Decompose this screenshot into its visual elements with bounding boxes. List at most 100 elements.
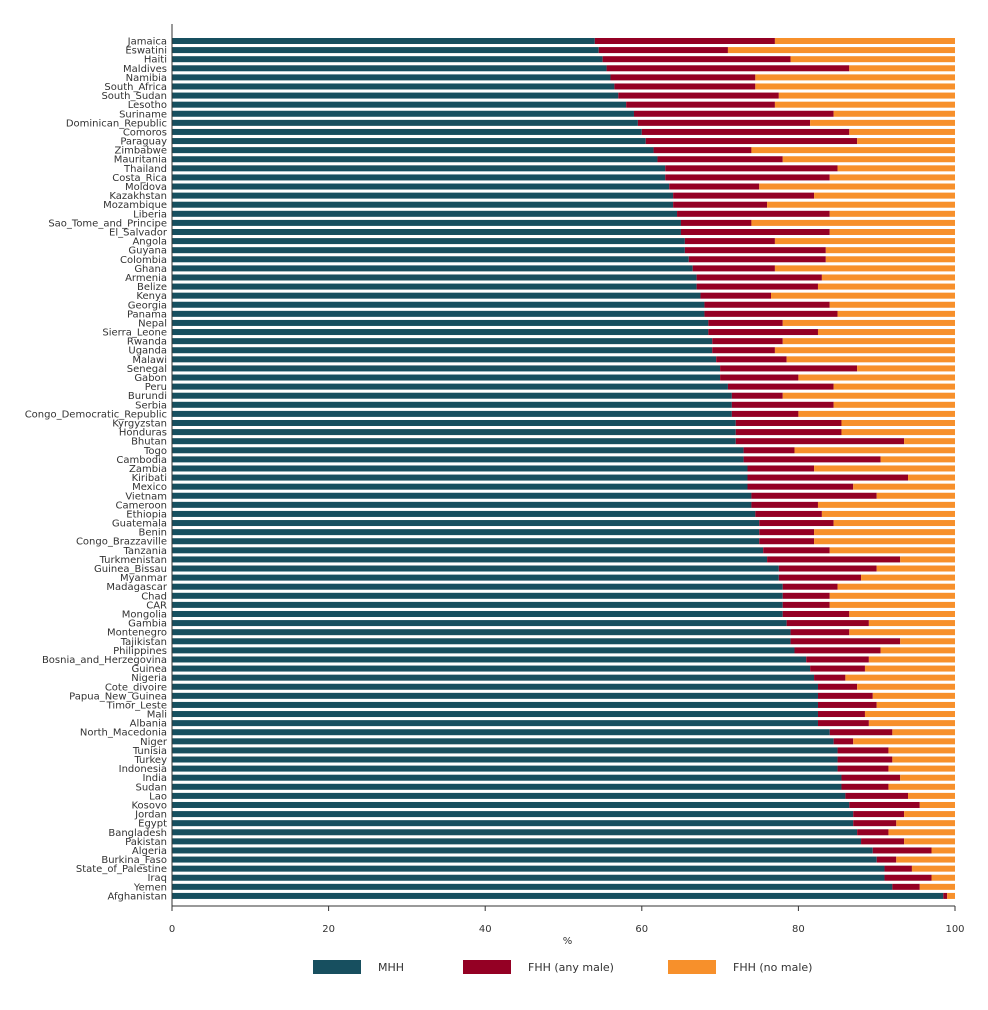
bar-segment-fhh-no-male xyxy=(911,865,955,872)
bar-segment-mhh xyxy=(172,356,717,363)
bar-segment-fhh-no-male xyxy=(771,292,955,299)
category-label: Yemen xyxy=(133,882,167,893)
bar-segment-fhh-no-male xyxy=(833,383,955,390)
category-label: Honduras xyxy=(119,428,167,439)
bar-segment-fhh-no-male xyxy=(755,83,955,90)
category-label: Panama xyxy=(127,309,167,320)
bar-segment-mhh xyxy=(172,438,736,445)
category-label: Burundi xyxy=(128,391,167,402)
bar-segment-fhh-no-male xyxy=(908,474,955,481)
bar-segment-fhh-any-male xyxy=(817,683,858,690)
bar-segment-fhh-any-male xyxy=(704,301,830,308)
category-label: Lao xyxy=(149,791,167,802)
category-label: Bangladesh xyxy=(108,828,167,839)
bar-segment-fhh-any-male xyxy=(712,347,775,354)
bar-segment-fhh-no-male xyxy=(829,547,955,554)
bar-segment-fhh-any-male xyxy=(790,629,850,636)
bar-segment-fhh-any-male xyxy=(747,465,815,472)
bar-segment-fhh-no-male xyxy=(892,756,955,763)
bar-segment-fhh-any-male xyxy=(817,692,873,699)
bar-segment-mhh xyxy=(172,174,666,181)
bar-segment-fhh-any-male xyxy=(755,510,822,517)
category-label: Chad xyxy=(141,591,167,602)
bar-segment-mhh xyxy=(172,410,732,417)
bar-segment-fhh-no-male xyxy=(829,301,955,308)
bar-segment-fhh-no-male xyxy=(833,520,955,527)
bar-segment-mhh xyxy=(172,74,611,81)
bar-segment-mhh xyxy=(172,101,627,108)
category-label: Mauritania xyxy=(114,155,167,166)
x-tick-label: 80 xyxy=(792,924,805,935)
bar-segment-fhh-any-male xyxy=(778,565,877,572)
bar-segment-fhh-no-male xyxy=(919,801,955,808)
bar-segment-fhh-no-male xyxy=(810,119,955,126)
category-label: Mexico xyxy=(132,482,167,493)
category-label: Georgia xyxy=(128,300,167,311)
legend-item-mhh-label: MHH xyxy=(378,961,404,974)
category-label: Papua_New_Guinea xyxy=(69,691,167,702)
bar-segment-fhh-no-male xyxy=(751,219,955,226)
bar-segment-fhh-any-male xyxy=(817,711,865,718)
category-label: Dominican_Republic xyxy=(66,118,167,129)
category-label: CAR xyxy=(146,600,167,611)
bar-segment-fhh-no-male xyxy=(774,38,955,44)
bar-segment-fhh-no-male xyxy=(755,74,955,81)
legend-item-fhh-no-male-label: FHH (no male) xyxy=(733,961,812,974)
bar-segment-fhh-no-male xyxy=(821,510,955,517)
bar-segment-fhh-any-male xyxy=(853,820,897,827)
category-label: Peru xyxy=(145,382,167,393)
bar-segment-mhh xyxy=(172,692,818,699)
bar-segment-mhh xyxy=(172,529,760,536)
bar-segment-mhh xyxy=(172,329,709,336)
category-label: Guinea_Bissau xyxy=(94,564,167,575)
bar-segment-mhh xyxy=(172,792,846,799)
bar-segment-fhh-any-male xyxy=(731,392,783,399)
bar-segment-fhh-any-male xyxy=(720,374,799,381)
bar-segment-fhh-no-male xyxy=(814,538,955,545)
bar-segment-mhh xyxy=(172,774,842,781)
bar-segment-fhh-no-male xyxy=(759,183,955,190)
bar-segment-fhh-any-male xyxy=(747,474,909,481)
bar-segment-fhh-no-male xyxy=(798,374,955,381)
bar-segment-fhh-any-male xyxy=(872,847,932,854)
bar-segment-fhh-any-male xyxy=(751,501,818,508)
bar-segment-fhh-any-male xyxy=(782,601,830,608)
bar-segment-mhh xyxy=(172,301,705,308)
bar-segment-fhh-no-male xyxy=(786,356,955,363)
bar-segment-mhh xyxy=(172,629,791,636)
category-label: Costa_Rica xyxy=(112,173,167,184)
category-label: Togo xyxy=(143,446,167,457)
bar-segment-fhh-any-male xyxy=(677,210,830,217)
category-label: Gambia xyxy=(128,619,167,630)
bar-segment-fhh-any-male xyxy=(841,783,889,790)
bar-segment-mhh xyxy=(172,201,674,208)
bar-segment-fhh-any-male xyxy=(731,410,799,417)
category-label: El_Salvador xyxy=(109,228,168,239)
bar-segment-mhh xyxy=(172,319,709,326)
bar-segment-fhh-no-male xyxy=(868,656,955,663)
bar-segment-fhh-any-male xyxy=(606,65,850,72)
bar-segment-mhh xyxy=(172,383,728,390)
category-label: Jordan xyxy=(134,810,167,821)
bar-segment-fhh-no-male xyxy=(814,529,955,536)
bar-segment-mhh xyxy=(172,465,748,472)
category-label: Eswatini xyxy=(125,46,167,57)
category-label: Cameroon xyxy=(116,500,167,511)
bar-segment-mhh xyxy=(172,192,674,199)
bar-segment-fhh-any-male xyxy=(684,238,775,245)
bar-segment-fhh-any-male xyxy=(833,738,854,745)
bar-segment-fhh-any-male xyxy=(594,38,775,44)
category-label: Ethiopia xyxy=(126,509,167,520)
bar-segment-fhh-any-male xyxy=(735,438,905,445)
bar-segment-mhh xyxy=(172,210,678,217)
category-labels-group: JamaicaEswatiniHaitiMaldivesNamibiaSouth… xyxy=(25,37,168,903)
bar-segment-mhh xyxy=(172,720,818,727)
bar-segment-mhh xyxy=(172,656,807,663)
category-label: Gabon xyxy=(134,373,167,384)
bars-group xyxy=(172,38,956,899)
x-tick-label: 60 xyxy=(635,924,648,935)
category-label: State_of_Palestine xyxy=(76,864,167,875)
category-label: South_Africa xyxy=(104,82,167,93)
bar-segment-fhh-no-male xyxy=(821,274,955,281)
bar-segment-mhh xyxy=(172,765,838,772)
